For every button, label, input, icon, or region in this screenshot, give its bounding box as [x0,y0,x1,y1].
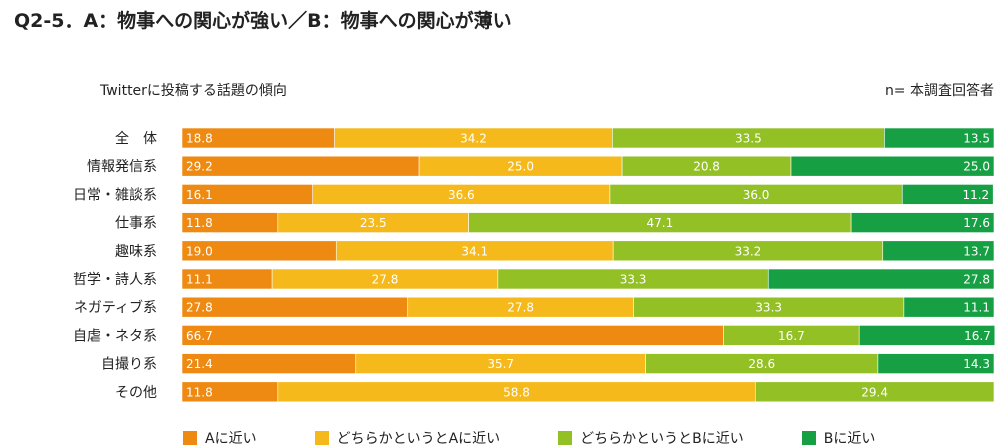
stacked-bar-chart: 全 体 18.8 34.2 33.5 13.5 情報発信系 29.2 25.0 20.8 25.0… [73,127,996,403]
category-label: その他 [115,385,157,401]
data-label: 21.4 [186,357,213,371]
data-label: 33.2 [735,244,762,258]
data-label: 27.8 [963,273,990,287]
data-label: 13.7 [963,244,990,258]
category-label: 自虐・ネタ系 [73,328,157,344]
data-label: 33.3 [755,301,782,315]
data-label: 66.7 [186,329,213,343]
category-label: 仕事系 [115,216,157,232]
legend-item: どちらかというとAに近い [314,428,501,448]
data-label: 17.6 [963,216,990,230]
category-label: 哲学・詩人系 [73,272,157,288]
category-label: 情報発信系 [87,159,157,175]
data-label: 16.7 [778,329,805,343]
data-label: 33.5 [735,132,762,146]
data-label: 34.2 [460,132,487,146]
legend-swatch [183,431,197,445]
data-label: 11.2 [962,188,989,202]
chart-subtitle: Twitterに投稿する話題の傾向 [100,83,287,99]
legend-item: どちらかというとBに近い [558,428,744,448]
data-label: 11.1 [963,301,990,315]
data-label: 36.6 [448,188,475,202]
bar-segment [181,155,420,177]
data-label: 13.5 [963,132,990,146]
data-label: 11.8 [186,216,213,230]
data-label: 29.2 [186,160,213,174]
legend-label: Bに近い [823,431,876,447]
bar-segment [858,325,996,346]
legend-label: どちらかというとAに近い [336,431,501,447]
bar-segment [181,325,724,346]
data-label: 47.1 [647,216,674,230]
category-label: 日常・雑談系 [73,187,157,203]
data-label: 18.8 [186,132,213,146]
data-label: 11.1 [186,273,213,287]
data-label: 11.8 [186,385,213,399]
data-label: 14.3 [963,357,990,371]
bar-segment [877,353,995,374]
bar-segment [884,127,995,149]
legend-label: どちらかというとBに近い [580,431,744,447]
bar-segment [790,155,995,177]
legend-item: Bに近い [801,428,876,448]
legend: Aに近い どちらかというとAに近い どちらかというとBに近い Bに近い [183,428,933,448]
bar-segment [901,184,994,205]
bar-segment [754,381,995,403]
data-label: 19.0 [186,244,213,258]
data-label: 23.5 [360,216,387,230]
data-label: 25.0 [963,160,990,174]
data-label: 58.8 [503,385,530,399]
category-label: 全 体 [115,130,157,147]
data-label: 16.1 [186,188,213,202]
legend-item: Aに近い [183,428,257,448]
data-label: 33.3 [620,273,647,287]
data-label: 25.0 [507,160,534,174]
category-label: ネガティブ系 [74,299,157,316]
data-label: 28.6 [748,357,775,371]
sample-note: n= 本調査回答者 [884,83,994,99]
data-label: 27.8 [186,301,213,315]
category-label: 趣味系 [115,244,157,260]
data-label: 36.0 [743,188,770,202]
data-label: 29.4 [861,385,888,399]
bar-segment [181,296,409,318]
bar-segment [882,240,995,262]
legend-swatch [558,431,573,445]
bar-segment [767,268,995,290]
legend-swatch [314,431,329,445]
data-label: 35.7 [487,357,514,371]
category-label: 自撮り系 [101,356,157,373]
data-label: 27.8 [507,301,534,315]
data-label: 34.1 [461,244,488,258]
data-label: 20.8 [693,160,720,174]
data-label: 27.8 [372,273,399,287]
bar-segment [850,212,995,233]
data-label: 16.7 [964,329,991,343]
legend-swatch [801,431,816,445]
legend-label: Aに近い [205,431,257,447]
chart-title: Q2-5．A：物事への関心が強い／B：物事への関心が薄い [14,10,512,32]
bar-segment [903,296,995,318]
